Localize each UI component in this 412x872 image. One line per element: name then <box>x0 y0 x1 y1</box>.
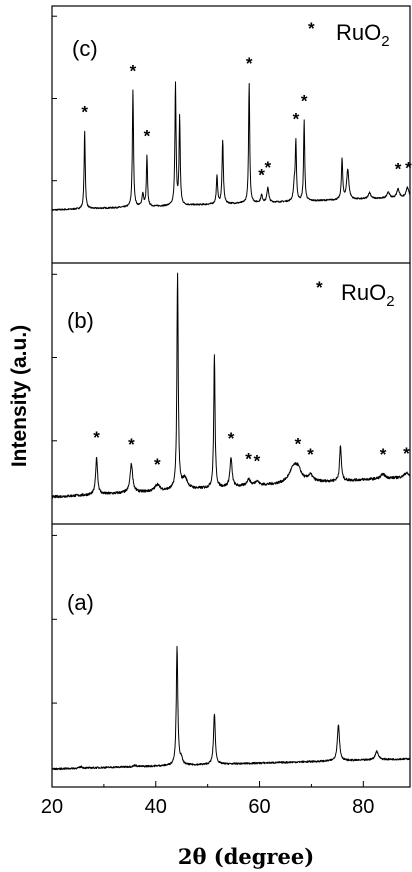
legend-marker-b: * <box>316 278 323 297</box>
y-axis-title: Intensity (a.u.) <box>8 325 31 467</box>
x-tick-label: 60 <box>248 796 270 818</box>
ruo2-marker: * <box>130 62 137 81</box>
ruo2-marker: * <box>295 435 302 454</box>
x-axis-title: 2θ (degree) <box>178 844 314 869</box>
y-ticks <box>52 15 57 704</box>
ruo2-marker: * <box>245 450 252 469</box>
legend-label-b: RuO2 <box>341 280 395 310</box>
xrd-pattern-a <box>51 645 411 771</box>
legend-marker-c: * <box>308 19 315 38</box>
legend-label-c: RuO2 <box>336 20 390 50</box>
ruo2-marker: * <box>405 158 412 177</box>
panel-label-b: (b) <box>67 308 94 333</box>
x-tick-label: 20 <box>41 796 63 818</box>
ruo2-marker: * <box>128 435 135 454</box>
ruo2-marker: * <box>307 445 314 464</box>
ruo2-marker: * <box>380 445 387 464</box>
ruo2-marker: * <box>301 92 308 111</box>
xrd-pattern-c <box>51 81 411 211</box>
legend-label-c-sub: 2 <box>381 33 389 50</box>
ruo2-marker: * <box>264 158 271 177</box>
ruo2-marker: * <box>293 109 300 128</box>
x-tick-label: 40 <box>145 796 167 818</box>
ruo2-marker: * <box>403 444 410 463</box>
plot-frame <box>51 5 411 788</box>
ruo2-marker: * <box>258 165 265 184</box>
legend-b: * RuO2 <box>316 278 395 310</box>
panel-label-c: (c) <box>72 36 98 61</box>
xrd-pattern-b <box>51 272 411 499</box>
panel-label-a: (a) <box>67 590 94 615</box>
ruo2-marker: * <box>93 428 100 447</box>
ruo2-marker: * <box>81 102 88 121</box>
ruo2-peak-markers: ***** **** ** **** *** * * <box>81 54 412 474</box>
ruo2-marker: * <box>228 429 235 448</box>
legend-label-b-sub: 2 <box>386 293 394 310</box>
ruo2-marker: * <box>254 451 261 470</box>
legend-label-c-main: RuO <box>336 20 381 45</box>
ruo2-marker: * <box>395 160 402 179</box>
legend-label-b-main: RuO <box>341 280 386 305</box>
x-tick-label: 80 <box>352 796 374 818</box>
legend-c: * RuO2 <box>308 19 390 50</box>
ruo2-marker: * <box>144 127 151 146</box>
ruo2-marker: * <box>246 54 253 73</box>
x-axis-ticks: 20 40 60 80 <box>41 781 374 818</box>
ruo2-marker: * <box>154 455 161 474</box>
